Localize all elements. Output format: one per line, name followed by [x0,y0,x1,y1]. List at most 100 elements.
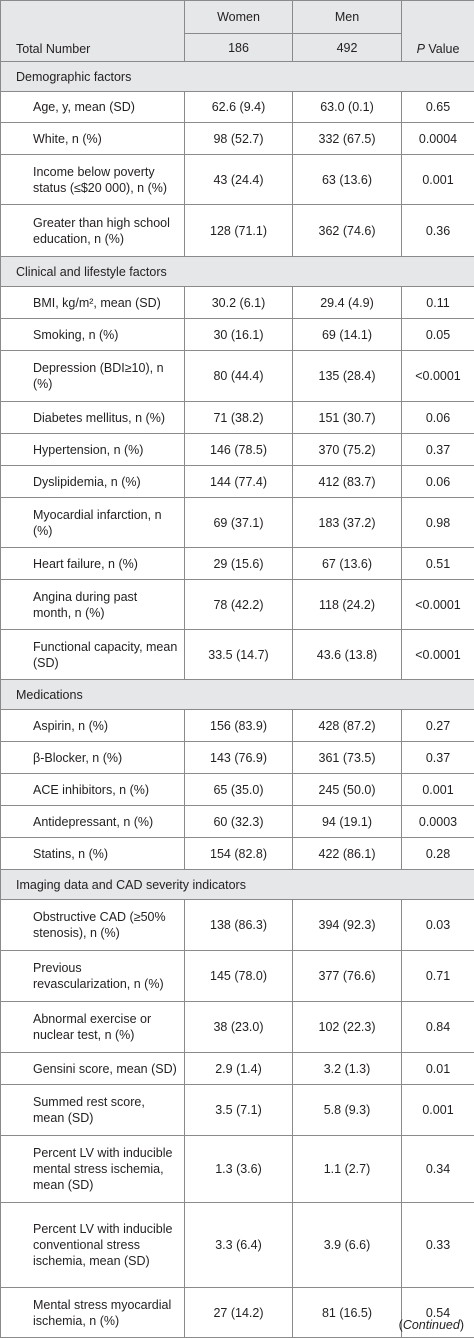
row-label: ACE inhibitors, n (%) [1,774,185,806]
table-row: White, n (%)98 (52.7)332 (67.5)0.0004 [1,123,474,155]
row-label: Antidepressant, n (%) [1,806,185,838]
row-label: Summed rest score, mean (SD) [1,1085,185,1136]
row-label: Statins, n (%) [1,838,185,870]
table-row: β-Blocker, n (%)143 (76.9)361 (73.5)0.37 [1,742,474,774]
header-p-value: P Value [402,1,474,62]
p-value: 0.36 [402,205,474,257]
table-row: Age, y, mean (SD)62.6 (9.4)63.0 (0.1)0.6… [1,92,474,123]
row-label: Diabetes mellitus, n (%) [1,402,185,434]
row-label: Percent LV with inducible mental stress … [1,1136,185,1203]
men-value: 183 (37.2) [293,498,402,548]
women-value: 143 (76.9) [185,742,293,774]
header-men-n: 492 [293,34,402,62]
row-label: Smoking, n (%) [1,319,185,351]
men-value: 63 (13.6) [293,155,402,205]
p-value: 0.27 [402,710,474,742]
women-value: 29 (15.6) [185,548,293,580]
row-label: BMI, kg/m², mean (SD) [1,287,185,319]
table-row: Income below poverty status (≤$20 000), … [1,155,474,205]
p-value: 0.71 [402,951,474,1002]
men-value: 412 (83.7) [293,466,402,498]
women-value: 98 (52.7) [185,123,293,155]
table-row: Depression (BDI≥10), n (%)80 (44.4)135 (… [1,351,474,402]
men-value: 69 (14.1) [293,319,402,351]
table-row: Percent LV with inducible mental stress … [1,1136,474,1203]
p-value: 0.28 [402,838,474,870]
table-row: Diabetes mellitus, n (%)71 (38.2)151 (30… [1,402,474,434]
p-value: 0.37 [402,434,474,466]
men-value: 135 (28.4) [293,351,402,402]
p-italic: P [417,42,425,56]
table-row: Gensini score, mean (SD)2.9 (1.4)3.2 (1.… [1,1053,474,1085]
p-value: 0.84 [402,1002,474,1053]
men-value: 422 (86.1) [293,838,402,870]
men-value: 67 (13.6) [293,548,402,580]
p-value: <0.0001 [402,580,474,630]
p-value: 0.98 [402,498,474,548]
table-row: Smoking, n (%)30 (16.1)69 (14.1)0.05 [1,319,474,351]
women-value: 138 (86.3) [185,900,293,951]
p-value: 0.06 [402,466,474,498]
men-value: 1.1 (2.7) [293,1136,402,1203]
p-value: 0.03 [402,900,474,951]
men-value: 428 (87.2) [293,710,402,742]
header-total-number: Total Number [1,34,185,62]
table-row: ACE inhibitors, n (%)65 (35.0)245 (50.0)… [1,774,474,806]
women-value: 2.9 (1.4) [185,1053,293,1085]
table-row: Heart failure, n (%)29 (15.6)67 (13.6)0.… [1,548,474,580]
table-row: Greater than high school education, n (%… [1,205,474,257]
header-women-n: 186 [185,34,293,62]
women-value: 38 (23.0) [185,1002,293,1053]
women-value: 30 (16.1) [185,319,293,351]
men-value: 151 (30.7) [293,402,402,434]
p-value: 0.51 [402,548,474,580]
row-label: Angina during past month, n (%) [1,580,185,630]
men-value: 362 (74.6) [293,205,402,257]
men-value: 29.4 (4.9) [293,287,402,319]
table-row: Antidepressant, n (%)60 (32.3)94 (19.1)0… [1,806,474,838]
p-value: 0.37 [402,742,474,774]
p-value: 0.001 [402,1085,474,1136]
table-row: Angina during past month, n (%)78 (42.2)… [1,580,474,630]
women-value: 80 (44.4) [185,351,293,402]
table-row: Myocardial infarction, n (%)69 (37.1)183… [1,498,474,548]
p-value: 0.001 [402,155,474,205]
row-label: White, n (%) [1,123,185,155]
row-label: Myocardial infarction, n (%) [1,498,185,548]
p-value: 0.0004 [402,123,474,155]
row-label: Age, y, mean (SD) [1,92,185,123]
men-value: 43.6 (13.8) [293,630,402,680]
table-row: Previous revascularization, n (%)145 (78… [1,951,474,1002]
p-value-suffix: Value [425,42,460,56]
p-value: 0.05 [402,319,474,351]
women-value: 128 (71.1) [185,205,293,257]
row-label: Percent LV with inducible conventional s… [1,1203,185,1288]
section-row: Clinical and lifestyle factors [1,257,474,287]
women-value: 78 (42.2) [185,580,293,630]
row-label: Depression (BDI≥10), n (%) [1,351,185,402]
men-value: 332 (67.5) [293,123,402,155]
women-value: 71 (38.2) [185,402,293,434]
row-label: Abnormal exercise or nuclear test, n (%) [1,1002,185,1053]
women-value: 156 (83.9) [185,710,293,742]
women-value: 27 (14.2) [185,1288,293,1338]
women-value: 30.2 (6.1) [185,287,293,319]
header-men: Men [293,1,402,34]
row-label: Gensini score, mean (SD) [1,1053,185,1085]
table-row: Functional capacity, mean (SD)33.5 (14.7… [1,630,474,680]
p-value: <0.0001 [402,351,474,402]
men-value: 3.2 (1.3) [293,1053,402,1085]
men-value: 118 (24.2) [293,580,402,630]
p-value: 0.11 [402,287,474,319]
section-row: Medications [1,680,474,710]
table-row: Aspirin, n (%)156 (83.9)428 (87.2)0.27 [1,710,474,742]
table-row: Hypertension, n (%)146 (78.5)370 (75.2)0… [1,434,474,466]
header-blank-cell [1,1,185,34]
p-value: 0.0003 [402,806,474,838]
continued-note: (Continued) [399,1318,464,1332]
men-value: 94 (19.1) [293,806,402,838]
section-row: Demographic factors [1,62,474,92]
p-value: 0.001 [402,774,474,806]
p-value: 0.06 [402,402,474,434]
